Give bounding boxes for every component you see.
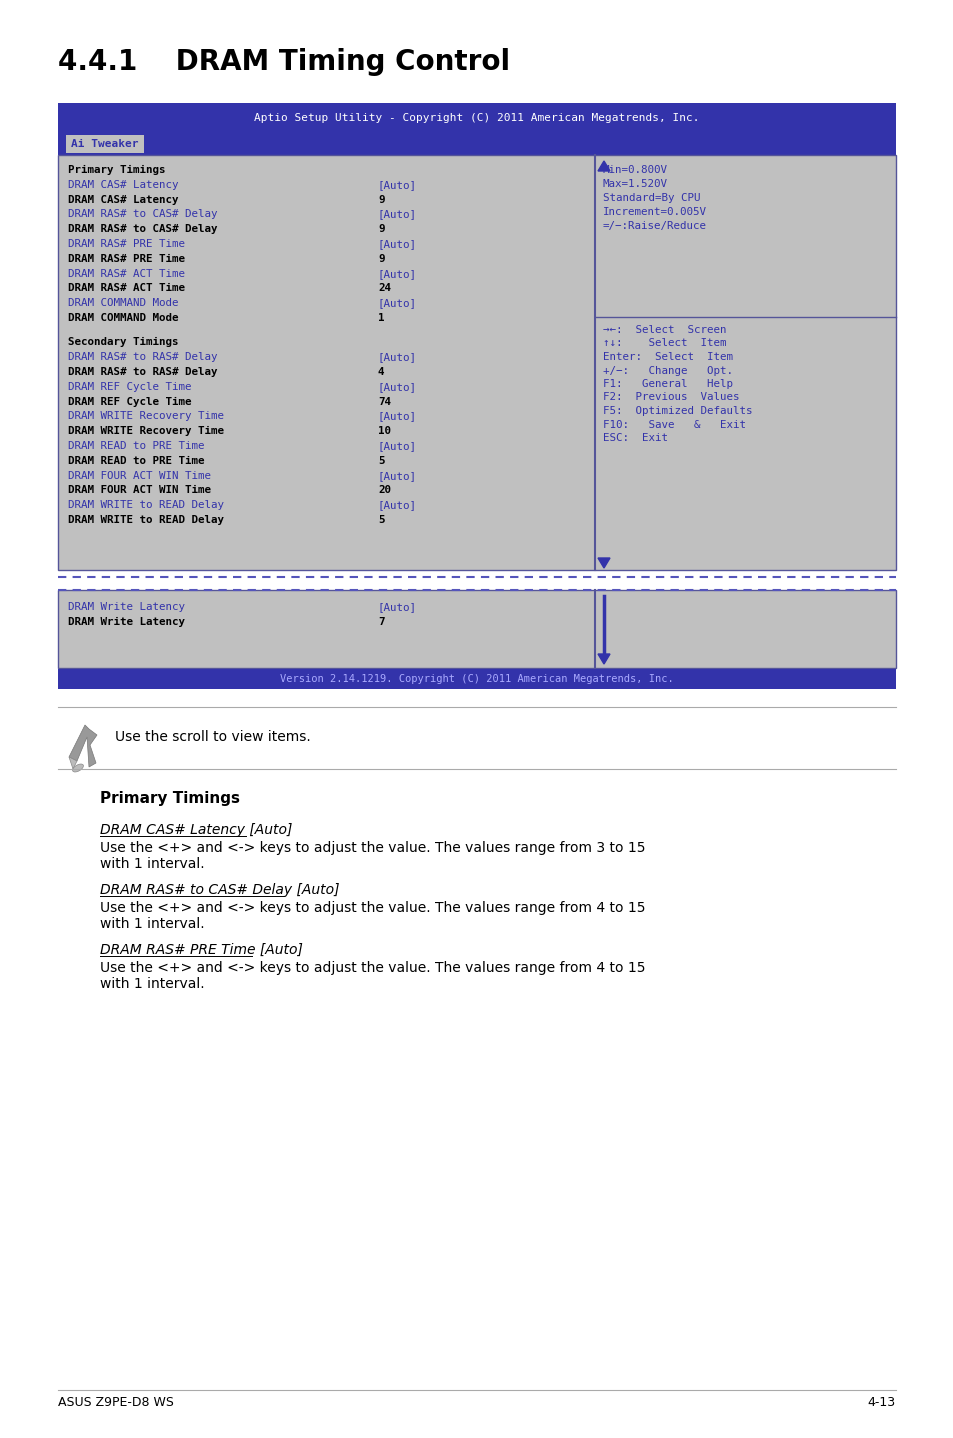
Text: DRAM CAS# Latency [Auto]: DRAM CAS# Latency [Auto]	[100, 823, 292, 837]
Text: Use the scroll to view items.: Use the scroll to view items.	[115, 731, 311, 743]
Text: 5: 5	[377, 515, 384, 525]
Text: F10:   Save   &   Exit: F10: Save & Exit	[602, 420, 745, 430]
Bar	[58, 590, 895, 669]
Text: DRAM RAS# to CAS# Delay: DRAM RAS# to CAS# Delay	[68, 224, 217, 234]
Bar	[58, 104, 895, 132]
Text: DRAM RAS# PRE Time: DRAM RAS# PRE Time	[68, 253, 185, 263]
Text: Min=0.800V: Min=0.800V	[602, 165, 667, 175]
Text: =/−:Raise/Reduce: =/−:Raise/Reduce	[602, 221, 706, 232]
Text: 9: 9	[377, 253, 384, 263]
Bar	[58, 132, 895, 155]
Text: 24: 24	[377, 283, 391, 293]
Text: DRAM RAS# to CAS# Delay: DRAM RAS# to CAS# Delay	[68, 210, 217, 220]
Ellipse shape	[72, 764, 83, 772]
Text: DRAM Write Latency: DRAM Write Latency	[68, 603, 185, 613]
Text: DRAM WRITE Recovery Time: DRAM WRITE Recovery Time	[68, 411, 224, 421]
Text: 4.4.1    DRAM Timing Control: 4.4.1 DRAM Timing Control	[58, 47, 510, 76]
Text: ↑↓:    Select  Item: ↑↓: Select Item	[602, 338, 726, 348]
Text: Max=1.520V: Max=1.520V	[602, 178, 667, 188]
Bar	[58, 669, 895, 689]
Text: DRAM WRITE to READ Delay: DRAM WRITE to READ Delay	[68, 500, 224, 510]
Polygon shape	[598, 654, 609, 664]
Text: DRAM COMMAND Mode: DRAM COMMAND Mode	[68, 313, 178, 324]
Text: Version 2.14.1219. Copyright (C) 2011 American Megatrends, Inc.: Version 2.14.1219. Copyright (C) 2011 Am…	[280, 674, 673, 684]
Text: 9: 9	[377, 224, 384, 234]
Text: DRAM READ to PRE Time: DRAM READ to PRE Time	[68, 456, 204, 466]
Text: Primary Timings: Primary Timings	[68, 165, 165, 175]
Text: 1: 1	[377, 313, 384, 324]
Polygon shape	[69, 756, 77, 769]
Text: [Auto]: [Auto]	[377, 500, 416, 510]
Text: Use the <+> and <-> keys to adjust the value. The values range from 4 to 15: Use the <+> and <-> keys to adjust the v…	[100, 961, 645, 975]
Text: ESC:  Exit: ESC: Exit	[602, 433, 667, 443]
Text: DRAM RAS# ACT Time: DRAM RAS# ACT Time	[68, 269, 185, 279]
Text: 4-13: 4-13	[867, 1396, 895, 1409]
Text: F2:  Previous  Values: F2: Previous Values	[602, 393, 739, 403]
Text: Use the <+> and <-> keys to adjust the value. The values range from 3 to 15: Use the <+> and <-> keys to adjust the v…	[100, 841, 645, 856]
Text: [Auto]: [Auto]	[377, 180, 416, 190]
Text: Aptio Setup Utility - Copyright (C) 2011 American Megatrends, Inc.: Aptio Setup Utility - Copyright (C) 2011…	[254, 114, 699, 124]
Text: DRAM RAS# to CAS# Delay [Auto]: DRAM RAS# to CAS# Delay [Auto]	[100, 883, 339, 897]
Text: 10: 10	[377, 426, 391, 436]
Text: 5: 5	[377, 456, 384, 466]
Text: Increment=0.005V: Increment=0.005V	[602, 207, 706, 217]
Text: Primary Timings: Primary Timings	[100, 791, 240, 807]
Text: [Auto]: [Auto]	[377, 470, 416, 480]
Text: DRAM WRITE Recovery Time: DRAM WRITE Recovery Time	[68, 426, 224, 436]
Text: DRAM Write Latency: DRAM Write Latency	[68, 617, 185, 627]
Text: ASUS Z9PE-D8 WS: ASUS Z9PE-D8 WS	[58, 1396, 173, 1409]
Text: F1:   General   Help: F1: General Help	[602, 380, 732, 390]
Text: DRAM RAS# ACT Time: DRAM RAS# ACT Time	[68, 283, 185, 293]
Text: DRAM RAS# to RAS# Delay: DRAM RAS# to RAS# Delay	[68, 352, 217, 362]
Text: Standard=By CPU: Standard=By CPU	[602, 193, 700, 203]
Text: 74: 74	[377, 397, 391, 407]
Text: DRAM WRITE to READ Delay: DRAM WRITE to READ Delay	[68, 515, 224, 525]
Bar	[58, 155, 895, 569]
Polygon shape	[598, 558, 609, 568]
Text: DRAM REF Cycle Time: DRAM REF Cycle Time	[68, 397, 192, 407]
Text: DRAM RAS# PRE Time: DRAM RAS# PRE Time	[68, 239, 185, 249]
Text: [Auto]: [Auto]	[377, 383, 416, 391]
Text: with 1 interval.: with 1 interval.	[100, 857, 204, 871]
Text: 20: 20	[377, 486, 391, 496]
Polygon shape	[69, 725, 97, 766]
Text: 7: 7	[377, 617, 384, 627]
Text: DRAM FOUR ACT WIN Time: DRAM FOUR ACT WIN Time	[68, 470, 211, 480]
Text: Use the <+> and <-> keys to adjust the value. The values range from 4 to 15: Use the <+> and <-> keys to adjust the v…	[100, 902, 645, 915]
Text: [Auto]: [Auto]	[377, 210, 416, 220]
Text: Ai Tweaker: Ai Tweaker	[71, 139, 138, 150]
Bar	[66, 135, 144, 152]
Text: [Auto]: [Auto]	[377, 239, 416, 249]
Text: DRAM RAS# to RAS# Delay: DRAM RAS# to RAS# Delay	[68, 367, 217, 377]
Text: DRAM READ to PRE Time: DRAM READ to PRE Time	[68, 441, 204, 452]
Text: [Auto]: [Auto]	[377, 603, 416, 613]
Text: 4: 4	[377, 367, 384, 377]
Text: +/−:   Change   Opt.: +/−: Change Opt.	[602, 365, 732, 375]
Text: [Auto]: [Auto]	[377, 269, 416, 279]
Text: DRAM FOUR ACT WIN Time: DRAM FOUR ACT WIN Time	[68, 486, 211, 496]
Text: DRAM CAS# Latency: DRAM CAS# Latency	[68, 180, 178, 190]
Text: [Auto]: [Auto]	[377, 352, 416, 362]
Text: 9: 9	[377, 194, 384, 204]
Text: [Auto]: [Auto]	[377, 298, 416, 308]
Text: →←:  Select  Screen: →←: Select Screen	[602, 325, 726, 335]
Text: DRAM COMMAND Mode: DRAM COMMAND Mode	[68, 298, 178, 308]
Text: Enter:  Select  Item: Enter: Select Item	[602, 352, 732, 362]
Text: DRAM RAS# PRE Time [Auto]: DRAM RAS# PRE Time [Auto]	[100, 943, 302, 958]
Text: F5:  Optimized Defaults: F5: Optimized Defaults	[602, 406, 752, 416]
Text: with 1 interval.: with 1 interval.	[100, 917, 204, 930]
Text: [Auto]: [Auto]	[377, 411, 416, 421]
Text: Secondary Timings: Secondary Timings	[68, 338, 178, 348]
Text: with 1 interval.: with 1 interval.	[100, 976, 204, 991]
Text: [Auto]: [Auto]	[377, 441, 416, 452]
Text: DRAM CAS# Latency: DRAM CAS# Latency	[68, 194, 178, 204]
Text: DRAM REF Cycle Time: DRAM REF Cycle Time	[68, 383, 192, 391]
Polygon shape	[598, 161, 609, 171]
